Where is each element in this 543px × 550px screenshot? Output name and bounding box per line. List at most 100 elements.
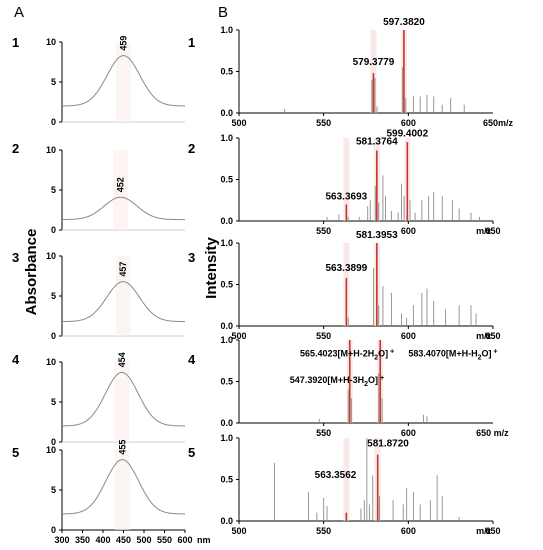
label-tail: O]	[378, 349, 388, 359]
mass-spectrum-row-5: 5 0.0 0.5 1.0 563.3562 581.8720 500 550 600 650m/…	[188, 433, 501, 536]
label-subscript: 2	[374, 355, 378, 362]
x-unit-label: m/z	[476, 526, 492, 536]
x-tick-label: 400	[95, 535, 110, 545]
x-tick-label: 600	[401, 526, 416, 536]
peak-label: 455	[117, 440, 127, 455]
highlight-band	[343, 138, 350, 221]
peak-label: 452	[116, 177, 126, 192]
x-tick-label: 650	[485, 226, 500, 236]
y-tick-label: 0	[51, 225, 56, 235]
highlight-band	[116, 42, 131, 122]
x-tick-label: 550	[316, 226, 331, 236]
peak-label: 583.4070[M+H-H2O] +	[408, 349, 497, 362]
y-tick-label: 10	[46, 145, 56, 155]
peak-label: 547.3920[M+H-3H2O] +	[290, 375, 384, 388]
y-tick-label: 0.0	[220, 321, 233, 331]
highlight-band	[343, 438, 350, 521]
y-tick-label: 5	[51, 185, 56, 195]
peak-label: 581.3764	[356, 137, 398, 148]
x-tick-label: 550	[316, 526, 331, 536]
y-tick-label: 0.5	[220, 175, 233, 185]
y-tick-label: 0	[51, 117, 56, 127]
x-tick-label: 550	[316, 331, 331, 341]
x-tick-label: 550	[316, 118, 331, 128]
row-label: 1	[188, 35, 195, 50]
y-tick-label: 5	[51, 77, 56, 87]
row-label: 3	[12, 250, 19, 265]
peak-label: 563.3899	[325, 263, 367, 274]
x-unit-label: 650m/z	[483, 118, 514, 128]
y-tick-label: 5	[51, 397, 56, 407]
x-tick-label: 600	[401, 226, 416, 236]
peak-label: 579.3779	[353, 57, 395, 68]
y-tick-label: 10	[46, 445, 56, 455]
highlight-band	[114, 362, 130, 442]
absorbance-curve	[62, 196, 185, 221]
x-tick-label: 500	[136, 535, 151, 545]
intensity-axis-title: Intensity	[203, 237, 220, 299]
x-tick-label: 600	[401, 331, 416, 341]
x-tick-label: 500	[231, 118, 246, 128]
mass-spectrum-row-3: 3 0.0 0.5 1.0 563.3899 581.3953 500 550 600 650m/…	[188, 230, 501, 341]
peak-label: 581.8720	[367, 438, 409, 449]
label-superscript: +	[494, 349, 498, 356]
row-label: 2	[12, 141, 19, 156]
peak-label: 457	[118, 262, 128, 277]
y-tick-label: 0	[51, 331, 56, 341]
peak-label: 597.3820	[383, 17, 425, 28]
row-label: 1	[12, 35, 19, 50]
label-subscript: 2	[364, 381, 368, 388]
x-tick-label: 600	[401, 118, 416, 128]
absorbance-spectrum-row-3: 3 0 5 10 457	[12, 250, 185, 341]
y-tick-label: 10	[46, 37, 56, 47]
row-label: 5	[12, 445, 19, 460]
y-tick-label: 5	[51, 291, 56, 301]
absorbance-spectrum-row-2: 2 0 5 10 452	[12, 141, 185, 235]
y-tick-label: 1.0	[220, 238, 233, 248]
y-tick-label: 0.0	[220, 108, 233, 118]
highlight-band	[113, 150, 129, 230]
mass-spectrum-row-1: 1 0.0 0.5 1.0 579.3779 597.3820 500 550 600 650m/…	[188, 17, 514, 128]
highlight-band	[114, 450, 130, 530]
y-tick-label: 5	[51, 485, 56, 495]
y-tick-label: 0	[51, 437, 56, 447]
absorbance-curve	[62, 371, 185, 427]
panel-label-a: A	[14, 4, 24, 21]
row-label: 2	[188, 141, 195, 156]
row-label: 4	[12, 352, 20, 367]
label-subscript: 2	[478, 355, 482, 362]
absorbance-spectrum-row-4: 4 0 5 10 454	[12, 352, 185, 447]
highlight-band	[370, 30, 377, 113]
peak-label: 581.3953	[356, 230, 398, 241]
row-label: 4	[188, 352, 196, 367]
y-tick-label: 10	[46, 251, 56, 261]
x-tick-label: 500	[231, 331, 246, 341]
x-tick-label: 300	[54, 535, 69, 545]
label-main: 583.4070[M+H-H	[408, 349, 477, 359]
panel-label-b: B	[218, 4, 228, 21]
x-tick-label: 550	[157, 535, 172, 545]
y-tick-label: 0	[51, 525, 56, 535]
label-tail: O]	[368, 375, 378, 385]
x-tick-label: 350	[75, 535, 90, 545]
label-superscript: +	[380, 375, 384, 382]
x-tick-label: 500	[231, 526, 246, 536]
y-tick-label: 1.0	[220, 25, 233, 35]
x-unit-label: m/z	[476, 226, 492, 236]
x-tick-label: 550	[316, 428, 331, 438]
peak-label: 459	[119, 36, 129, 51]
peak-label: 563.3562	[315, 470, 357, 481]
absorbance-axis-title: Absorbance	[23, 229, 40, 316]
label-main: 547.3920[M+H-3H	[290, 375, 364, 385]
y-tick-label: 0.0	[220, 216, 233, 226]
x-unit-label: 650 m/z	[476, 428, 509, 438]
peak-label: 599.4002	[386, 128, 428, 139]
peak-label: 565.4023[M+H-2H2O] +	[300, 349, 394, 362]
y-tick-label: 0.5	[220, 475, 233, 485]
x-tick-label: 600	[177, 535, 192, 545]
